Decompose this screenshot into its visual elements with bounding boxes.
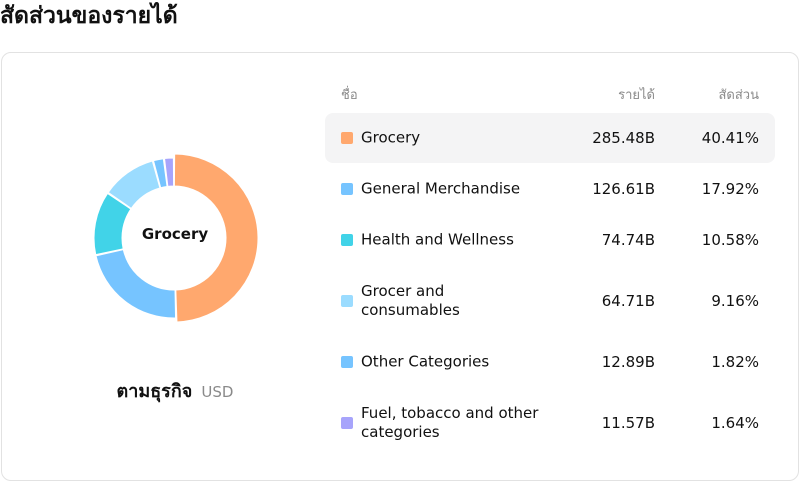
donut-slice[interactable] — [173, 153, 259, 323]
row-revenue: 12.89B — [601, 353, 655, 371]
row-revenue: 11.57B — [601, 414, 655, 432]
legend-swatch — [341, 356, 353, 368]
donut-slice[interactable] — [163, 157, 175, 187]
row-share: 1.82% — [711, 353, 759, 371]
row-name: Fuel, tobacco and other categories — [361, 404, 539, 441]
table-row[interactable]: Grocer and consumables 64.71B 9.16% — [325, 266, 775, 336]
table-header: ชื่อ รายได้ สัดส่วน — [341, 85, 759, 107]
column-header-share: สัดส่วน — [718, 88, 760, 103]
donut-slice[interactable] — [152, 158, 168, 189]
table-row[interactable]: Other Categories 12.89B 1.82% — [325, 337, 775, 387]
table-row[interactable]: Fuel, tobacco and other categories 11.57… — [325, 388, 775, 458]
donut-slice[interactable] — [107, 160, 161, 210]
donut-slice[interactable] — [93, 192, 132, 256]
page-title: สัดส่วนของรายได้ — [0, 3, 178, 29]
row-revenue: 64.71B — [601, 292, 655, 310]
column-header-revenue: รายได้ — [618, 88, 655, 103]
row-revenue: 285.48B — [592, 129, 655, 147]
caption-text: ตามธุรกิจ — [116, 381, 193, 402]
chart-caption: ตามธุรกิจ USD — [0, 376, 350, 405]
legend-swatch — [341, 417, 353, 429]
legend-swatch — [341, 132, 353, 144]
row-share: 17.92% — [701, 180, 759, 198]
row-share: 1.64% — [711, 414, 759, 432]
row-name: Other Categories — [361, 352, 490, 371]
row-name: Grocer and consumables — [361, 282, 460, 319]
donut-chart[interactable] — [90, 147, 266, 329]
row-share: 10.58% — [701, 231, 759, 249]
donut-slice[interactable] — [95, 249, 177, 319]
table-row[interactable]: Grocery 285.48B 40.41% — [325, 113, 775, 163]
table-row[interactable]: General Merchandise 126.61B 17.92% — [325, 164, 775, 214]
row-share: 40.41% — [701, 129, 759, 147]
donut-center-label: Grocery — [141, 225, 209, 243]
row-share: 9.16% — [711, 292, 759, 310]
column-header-name: ชื่อ — [341, 88, 358, 103]
row-revenue: 74.74B — [601, 231, 655, 249]
currency-unit: USD — [201, 383, 234, 401]
legend-swatch — [341, 183, 353, 195]
table-row[interactable]: Health and Wellness 74.74B 10.58% — [325, 215, 775, 265]
row-name: Grocery — [361, 128, 421, 147]
row-name: Health and Wellness — [361, 230, 514, 249]
row-name: General Merchandise — [361, 179, 521, 198]
legend-swatch — [341, 295, 353, 307]
legend-swatch — [341, 234, 353, 246]
row-revenue: 126.61B — [592, 180, 655, 198]
